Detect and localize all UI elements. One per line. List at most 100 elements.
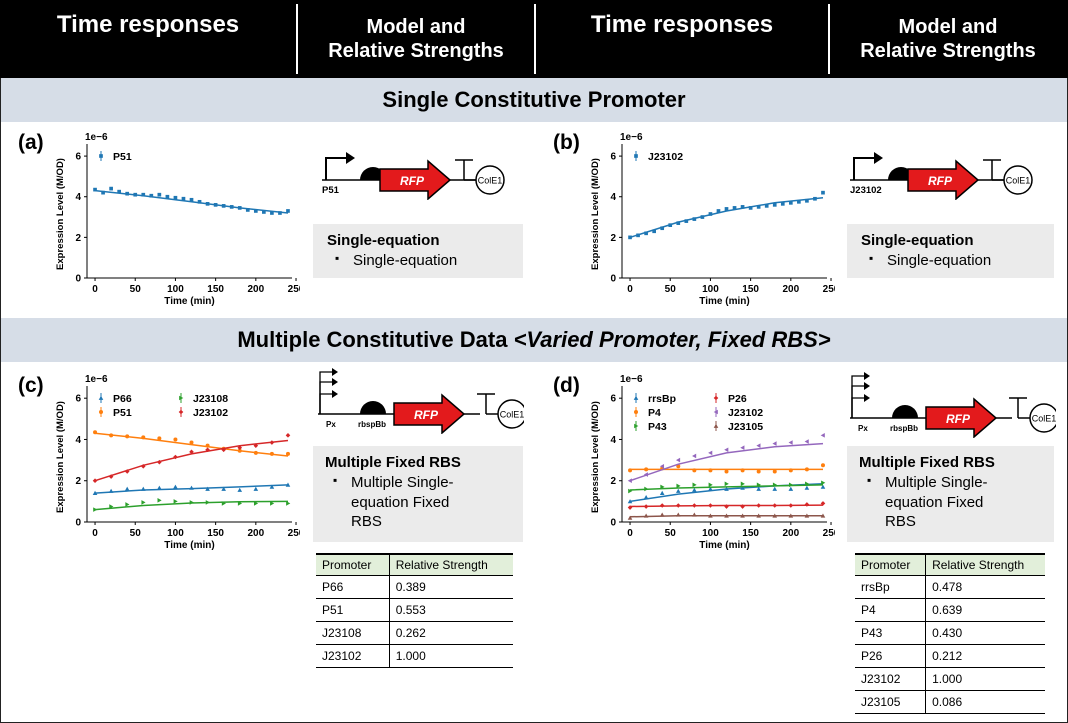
data-point [700, 215, 705, 219]
data-point [189, 500, 194, 505]
table-cell: 0.430 [925, 621, 1045, 645]
table-cell: 0.639 [925, 598, 1045, 622]
x-tick-label: 200 [782, 284, 799, 295]
gene-label: RFP [400, 174, 425, 188]
table-row: rrsBp 0.478 [855, 575, 1045, 599]
legend-label: J23102 [648, 151, 683, 163]
x-tick-label: 50 [130, 284, 142, 295]
x-tick-label: 50 [130, 528, 142, 539]
data-point [205, 486, 210, 491]
data-point [756, 443, 761, 448]
model-item-line: RBS [885, 513, 916, 530]
terminator-icon [455, 159, 473, 180]
data-point [141, 500, 146, 505]
data-point [141, 435, 146, 440]
x-axis-label: Time (min) [699, 296, 749, 307]
data-point [141, 192, 146, 197]
model-box-a: Single-equation Single-equation [313, 224, 523, 278]
data-point [149, 193, 154, 198]
x-tick-label: 100 [702, 528, 719, 539]
origin-icon [475, 165, 505, 195]
data-point [205, 500, 210, 505]
data-point [205, 202, 210, 206]
data-point [659, 463, 665, 469]
legend-marker [713, 423, 719, 428]
y-tick-label: 4 [610, 435, 616, 446]
data-point [716, 209, 721, 213]
data-point [732, 206, 737, 210]
x-tick-label: 0 [627, 284, 633, 295]
data-point [788, 513, 794, 518]
data-point [660, 484, 665, 490]
table-cell: 0.553 [389, 598, 513, 622]
x-tick-label: 0 [92, 528, 98, 539]
promoter-arrow-icon [319, 371, 332, 414]
legend-label: J23102 [728, 407, 763, 419]
table-cell: P66 [316, 575, 390, 599]
table-row: P26 0.212 [855, 644, 1045, 668]
rbs-icon [360, 401, 386, 414]
data-point [772, 203, 777, 207]
data-point [93, 187, 97, 192]
data-point [676, 483, 681, 489]
promoter-arrow-icon [319, 381, 332, 414]
rbs-label: rbspBb [358, 420, 386, 429]
table-header: Relative Strength [925, 553, 1045, 576]
legend-marker [99, 154, 103, 158]
legend-label: J23105 [728, 421, 763, 433]
model-item: Multiple Single-equation Fixed RBS [325, 473, 509, 532]
header-model-2-line1: Model and [898, 15, 998, 38]
y-tick-label: 0 [75, 274, 81, 285]
header-time-responses-2: Time responses [590, 11, 774, 38]
legend-label: P51 [113, 151, 132, 163]
data-point [659, 512, 665, 517]
table-row: P4 0.639 [855, 598, 1045, 622]
data-point [756, 513, 761, 518]
data-point [740, 485, 745, 490]
data-point [286, 209, 290, 213]
legend-marker [179, 395, 184, 401]
data-point [692, 468, 697, 473]
x-tick-label: 200 [247, 284, 264, 295]
table-cell: J23108 [316, 621, 390, 645]
model-title: Single-equation [861, 232, 974, 249]
data-point [101, 190, 105, 195]
y-tick-label: 2 [610, 476, 616, 487]
data-point [189, 485, 194, 490]
y-tick-label: 2 [75, 476, 81, 487]
fit-line [94, 439, 289, 482]
model-title: Multiple Fixed RBS [325, 454, 461, 471]
y-tick-label: 2 [610, 233, 616, 244]
data-point [708, 212, 713, 216]
data-point [724, 504, 729, 509]
y-tick-label: 0 [610, 274, 616, 285]
data-point [173, 195, 178, 200]
x-tick-label: 200 [782, 528, 799, 539]
chart-d: 1e−6 0 2 4 6 0 50 100 150 200 250 Time (min) Express… [590, 374, 835, 551]
data-point [253, 450, 258, 455]
promoter-label: J23102 [850, 185, 882, 196]
data-point [278, 211, 282, 215]
header-model-1: Model and Relative Strengths [298, 0, 534, 78]
data-point [124, 486, 130, 491]
promoter-arrow-icon [319, 393, 332, 414]
data-point [125, 502, 130, 507]
rfp-gene-icon [379, 159, 452, 200]
data-point [797, 199, 801, 204]
data-point [245, 208, 250, 212]
data-point [708, 450, 713, 456]
panel-label-b: (b) [553, 131, 580, 154]
y-axis-label: Expression Level (M/OD) [590, 158, 601, 270]
legend-label: J23102 [193, 407, 228, 419]
relative-strength-table-d: Promoter Relative Strength rrsBp 0.478 P4… [855, 553, 1045, 714]
promoter-arrowhead-icon [332, 378, 338, 386]
relative-strength-table-c: Promoter Relative Strength P66 0.389 P51 0… [316, 553, 513, 668]
data-point [805, 198, 809, 203]
data-point [788, 200, 793, 205]
x-tick-label: 250 [823, 284, 835, 295]
data-point [253, 501, 259, 506]
x-tick-label: 200 [247, 528, 264, 539]
legend-marker [178, 409, 184, 415]
promoter-arrowhead-icon [346, 152, 355, 164]
x-tick-label: 250 [823, 528, 835, 539]
